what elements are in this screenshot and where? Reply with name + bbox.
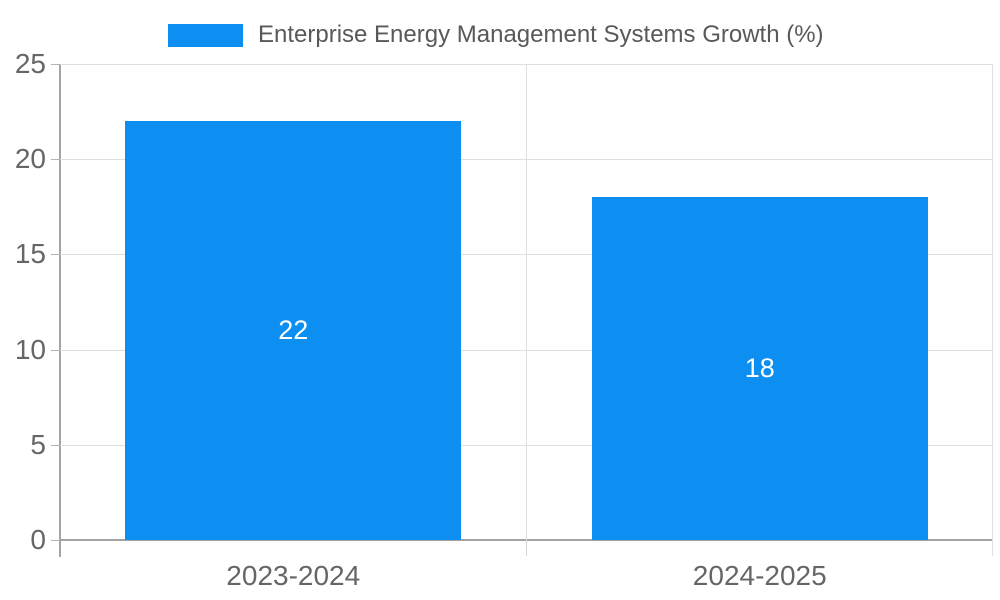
y-tick-label: 10 [14, 333, 46, 365]
x-axis-labels: 2023-2024 2024-2025 [60, 561, 993, 593]
h-gridline [60, 254, 993, 256]
h-gridline [60, 64, 993, 65]
category-separator [525, 64, 527, 540]
bar-value-label: 18 [744, 353, 775, 384]
h-gridline [60, 159, 993, 161]
y-axis-labels: 0 5 10 15 20 25 [0, 50, 46, 554]
y-tick-label: 20 [14, 143, 46, 175]
x-tick-label: 2023-2024 [226, 560, 361, 591]
x-tick-mark [525, 540, 527, 556]
y-tick-mark [51, 254, 59, 256]
y-tick-mark [51, 349, 59, 351]
bar: 22 [125, 121, 462, 540]
y-tick-mark [51, 159, 59, 161]
y-tick-label: 15 [14, 238, 46, 270]
y-tick-mark [51, 444, 59, 446]
y-tick-label: 5 [30, 428, 46, 460]
y-tick-mark [51, 64, 59, 65]
legend: Enterprise Energy Management Systems Gro… [168, 21, 824, 49]
y-tick-label: 25 [14, 48, 46, 79]
y-tick-label: 0 [30, 524, 46, 555]
y-axis-line [59, 64, 61, 557]
h-gridline [60, 444, 993, 446]
bar: 18 [591, 197, 928, 540]
bar-value-label: 22 [278, 315, 309, 346]
h-gridline [60, 349, 993, 351]
x-axis-line [60, 539, 993, 541]
plot-right-border [992, 64, 993, 556]
y-tick-mark [51, 540, 59, 541]
legend-swatch [168, 23, 243, 47]
plot-area: 22 18 [51, 64, 993, 557]
legend-series-label: Enterprise Energy Management Systems Gro… [258, 21, 824, 48]
x-tick-label: 2024-2025 [692, 560, 827, 591]
